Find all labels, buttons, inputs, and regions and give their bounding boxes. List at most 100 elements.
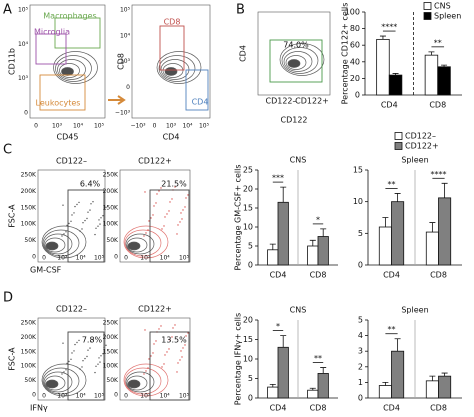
flow-x-tick: 10⁴ bbox=[76, 255, 87, 262]
contour bbox=[53, 51, 98, 84]
flow-y-tick: 100K bbox=[21, 363, 37, 370]
event-dot bbox=[82, 360, 84, 362]
sig-label: **** bbox=[381, 23, 397, 32]
event-dot bbox=[166, 351, 168, 353]
event-dot bbox=[70, 358, 72, 360]
event-dot bbox=[187, 194, 189, 196]
contour bbox=[43, 233, 73, 255]
flow-x-tick: 0 bbox=[34, 123, 38, 130]
event-dot bbox=[78, 339, 80, 342]
event-dot bbox=[148, 358, 150, 360]
contour bbox=[123, 363, 169, 397]
y-tick-label: 15 bbox=[243, 335, 253, 344]
event-dot bbox=[176, 371, 178, 373]
contour bbox=[156, 51, 202, 84]
gate bbox=[269, 39, 323, 83]
event-dot bbox=[100, 355, 102, 357]
flow-y-tick: 100K bbox=[103, 221, 119, 228]
event-dot bbox=[164, 354, 166, 356]
event-dot bbox=[73, 350, 75, 352]
bar bbox=[376, 38, 390, 96]
bar bbox=[307, 245, 319, 266]
flow-y-tick: 0 bbox=[24, 110, 28, 117]
y-tick-label: 40 bbox=[350, 57, 360, 66]
contour bbox=[126, 375, 148, 391]
legend-label: CD122+ bbox=[405, 142, 439, 151]
event-dot bbox=[152, 352, 154, 354]
y-tick-label: 1 bbox=[358, 378, 363, 387]
flow-frame bbox=[29, 4, 106, 119]
gate-label: 21.5% bbox=[161, 180, 187, 189]
event-dot bbox=[168, 210, 170, 212]
event-dot bbox=[143, 373, 145, 375]
sig-label: ** bbox=[388, 180, 396, 189]
flow-y-label: FSC-A bbox=[8, 204, 17, 228]
event-dot bbox=[100, 217, 102, 219]
event-dot bbox=[176, 233, 178, 235]
event-dot bbox=[166, 213, 168, 215]
event-dot bbox=[174, 324, 176, 326]
event-dot bbox=[184, 344, 186, 346]
y-tick-label: 10 bbox=[353, 197, 363, 206]
contour bbox=[57, 59, 86, 80]
flow-title: CD122+ bbox=[138, 157, 172, 166]
flow-y-label: CD8 bbox=[117, 53, 126, 70]
y-tick-label: 0 bbox=[358, 261, 363, 270]
contour bbox=[281, 47, 319, 74]
y-tick-label: 100 bbox=[345, 8, 360, 17]
event-dot bbox=[105, 206, 107, 208]
error-bar bbox=[394, 193, 401, 202]
event-dot bbox=[86, 217, 88, 220]
event-dot bbox=[62, 342, 64, 344]
event-dot bbox=[65, 369, 67, 371]
y-tick-label: 25 bbox=[243, 166, 253, 175]
y-tick-label: 15 bbox=[353, 166, 363, 175]
sig-label: *** bbox=[272, 174, 284, 183]
error-bar bbox=[320, 228, 327, 237]
event-dot bbox=[89, 347, 91, 349]
flow-x-tick: 10⁵ bbox=[94, 255, 105, 262]
event-dot bbox=[63, 233, 65, 235]
contour bbox=[125, 371, 155, 393]
event-dot bbox=[63, 371, 65, 373]
error-bar bbox=[428, 51, 435, 56]
event-dot bbox=[62, 204, 64, 206]
flow-title: CD122– bbox=[56, 157, 87, 166]
error-bar bbox=[280, 186, 287, 203]
x-tick-label: CD8 bbox=[310, 271, 327, 280]
y-tick-label: 20 bbox=[243, 185, 253, 194]
legend-swatch bbox=[423, 2, 432, 10]
flow-x-tick: 0 bbox=[124, 393, 128, 400]
event-dot bbox=[61, 235, 63, 237]
gate-label: 7.8% bbox=[82, 336, 103, 345]
event-dot bbox=[171, 336, 173, 338]
event-dot bbox=[68, 222, 70, 225]
flow-x-tick: 10⁵ bbox=[199, 123, 210, 130]
flow-y-tick: 200K bbox=[21, 334, 37, 341]
contour bbox=[279, 43, 325, 76]
event-dot bbox=[177, 224, 179, 226]
y-tick-label: 20 bbox=[243, 316, 253, 325]
gate-label: 6.4% bbox=[80, 180, 101, 189]
y-tick-label: 10 bbox=[243, 355, 253, 364]
event-dot bbox=[181, 356, 183, 358]
legend-label: CD122– bbox=[405, 132, 436, 141]
flow-y-tick: 150K bbox=[103, 204, 119, 211]
y-tick-label: 80 bbox=[350, 24, 360, 33]
sig-label: ** bbox=[434, 38, 442, 47]
flow-y-tick: 0 bbox=[32, 254, 36, 261]
event-dot bbox=[84, 357, 86, 360]
contour bbox=[287, 59, 301, 68]
event-dot bbox=[92, 201, 94, 203]
contour bbox=[124, 229, 162, 257]
event-dot bbox=[145, 370, 147, 372]
y-tick-label: 5 bbox=[358, 316, 363, 325]
event-dot bbox=[180, 350, 182, 352]
sig-label: * bbox=[276, 322, 280, 331]
contour bbox=[158, 55, 196, 82]
bar bbox=[425, 380, 439, 399]
flow-y-label: CD11b bbox=[8, 48, 17, 75]
flow-y-tick: −10³ bbox=[115, 110, 131, 117]
event-dot bbox=[144, 329, 146, 331]
y-tick-label: 5 bbox=[248, 242, 253, 251]
